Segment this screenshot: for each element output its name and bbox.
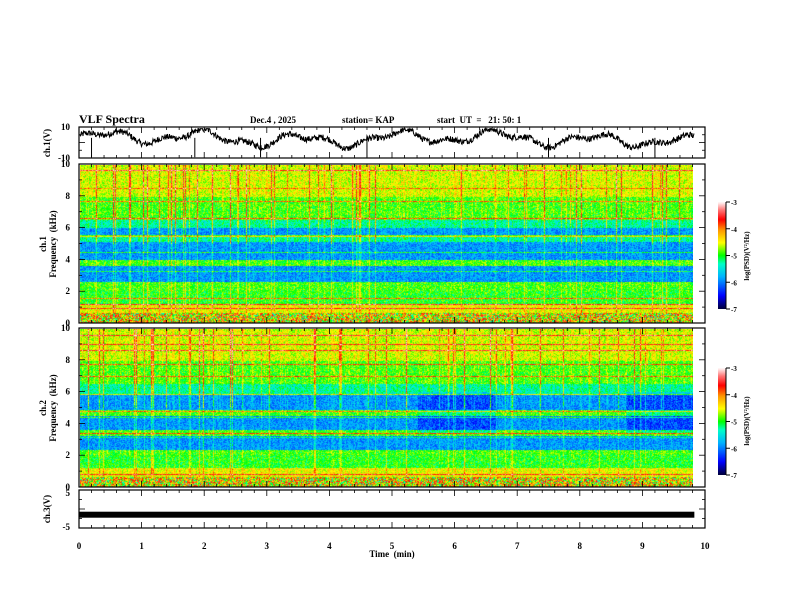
date-label: Dec.4 , 2025 <box>250 115 296 125</box>
ch1-ylabel: ch.1(V) <box>42 129 52 157</box>
x-tick-label: 7 <box>515 541 520 551</box>
colorbar-2 <box>718 368 726 475</box>
figure-title: VLF Spectra <box>79 112 145 126</box>
x-tick-label: 4 <box>327 541 332 551</box>
ch2-spectrogram-image <box>80 329 693 487</box>
start-ut-label: start UT = 21: 50: 1 <box>437 115 522 125</box>
colorbar-tick-label: -6 <box>731 445 737 453</box>
ch1-spec-ylabel-2: Frequency (kHz) <box>48 210 58 277</box>
freq-tick-label: 4 <box>66 418 71 428</box>
colorbar-tick-label: -7 <box>731 472 737 480</box>
ch3-ytick-bottom: -5 <box>63 522 71 532</box>
freq-tick-label: 2 <box>66 286 71 296</box>
ch3-ytick-top: 5 <box>66 488 71 498</box>
ch1-freq-ticks: 0 2 4 6 8 10 <box>61 159 71 328</box>
ch1-ytick-top: 10 <box>61 122 71 132</box>
ch2-spec-ylabel-2: Frequency (kHz) <box>48 374 58 441</box>
axis-ticks <box>78 126 706 529</box>
colorbar-tick-label: -3 <box>731 365 737 373</box>
x-tick-label: 1 <box>139 541 144 551</box>
colorbar-1-label: log(PSD)(V²/Hz) <box>743 231 751 281</box>
x-tick-label: 5 <box>390 541 395 551</box>
time-ticks: 0 1 2 3 4 5 6 7 8 9 10 <box>77 541 710 551</box>
freq-tick-label: 6 <box>66 223 71 233</box>
ch1-spec-ylabel-1: ch.1 <box>38 236 48 252</box>
x-tick-label: 10 <box>701 541 711 551</box>
x-tick-label: 6 <box>452 541 457 551</box>
ch1-spectrogram-image <box>80 165 693 323</box>
colorbar-1-ticks: -3 -4 -5 -6 -7 <box>725 199 737 314</box>
freq-tick-label: 8 <box>66 355 71 365</box>
x-tick-label: 3 <box>265 541 270 551</box>
station-label: station= KAP <box>342 115 395 125</box>
freq-tick-label: 0 <box>66 482 71 492</box>
colorbar-tick-label: -3 <box>731 199 737 207</box>
x-tick-label: 9 <box>640 541 645 551</box>
freq-tick-label: 10 <box>61 159 71 169</box>
colorbar-tick-label: -4 <box>731 392 737 400</box>
ch3-ylabel: ch.3(V) <box>42 495 52 523</box>
freq-tick-label: 10 <box>61 323 71 333</box>
panel-frame-2 <box>78 163 706 324</box>
freq-tick-label: 4 <box>66 254 71 264</box>
x-tick-label: 8 <box>578 541 583 551</box>
colorbar-tick-label: -5 <box>731 253 737 261</box>
colorbar-tick-label: -4 <box>731 226 737 234</box>
panel-frame-3 <box>78 327 706 488</box>
ch2-spec-ylabel-1: ch.2 <box>38 400 48 416</box>
colorbar-1 <box>718 202 726 309</box>
x-tick-label: 0 <box>77 541 82 551</box>
freq-tick-label: 8 <box>66 191 71 201</box>
colorbar-tick-label: -6 <box>731 279 737 287</box>
panel-frames <box>78 126 706 529</box>
colorbar-tick-label: -5 <box>731 419 737 427</box>
ch1-waveform-spikes <box>91 137 656 158</box>
ch2-freq-ticks: 0 2 4 6 8 10 <box>61 323 71 492</box>
ch1-ytick-bottom: -10 <box>58 153 70 163</box>
colorbar-tick-label: -7 <box>731 306 737 314</box>
colorbar-2-ticks: -3 -4 -5 -6 -7 <box>725 365 737 480</box>
freq-tick-label: 2 <box>66 450 71 460</box>
x-axis-label: Time (min) <box>369 549 414 559</box>
ch3-waveform-line <box>79 511 695 518</box>
ch1-waveform-line <box>79 126 695 152</box>
colorbar-2-label: log(PSD)(V²/Hz) <box>743 396 751 446</box>
freq-tick-label: 6 <box>66 387 71 397</box>
x-tick-label: 2 <box>202 541 207 551</box>
freq-tick-label: 0 <box>66 318 71 328</box>
